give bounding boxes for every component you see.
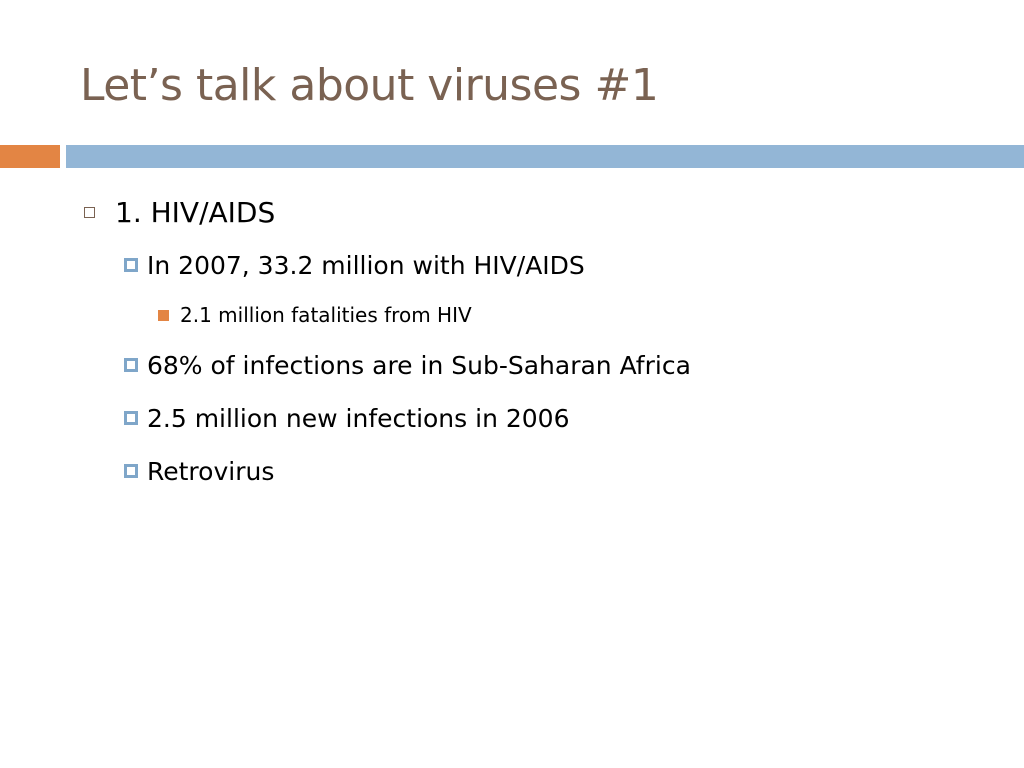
blue-square-bullet-icon bbox=[124, 464, 138, 478]
slide-title: Let’s talk about viruses #1 bbox=[80, 60, 659, 111]
bullet-item-level2: Retrovirus bbox=[124, 456, 274, 486]
accent-bar-orange bbox=[0, 145, 60, 168]
bullet-text: In 2007, 33.2 million with HIV/AIDS bbox=[147, 250, 585, 280]
bullet-item-level2: 68% of infections are in Sub-Saharan Afr… bbox=[124, 350, 691, 380]
bullet-text: Retrovirus bbox=[147, 456, 275, 486]
blue-square-bullet-icon bbox=[124, 258, 138, 272]
accent-bar-blue bbox=[66, 145, 1024, 168]
bullet-text: 2.1 million fatalities from HIV bbox=[180, 303, 472, 327]
bullet-item-level1: 1. HIV/AIDS bbox=[84, 194, 275, 230]
hollow-square-icon bbox=[84, 206, 95, 218]
orange-square-bullet-icon bbox=[158, 309, 169, 321]
bullet-text: 1. HIV/AIDS bbox=[115, 195, 276, 229]
bullet-item-level3: 2.1 million fatalities from HIV bbox=[158, 302, 472, 328]
bullet-text: 2.5 million new infections in 2006 bbox=[147, 403, 570, 433]
bullet-item-level2: 2.5 million new infections in 2006 bbox=[124, 403, 570, 433]
bullet-item-level2: In 2007, 33.2 million with HIV/AIDS bbox=[124, 250, 585, 280]
blue-square-bullet-icon bbox=[124, 358, 138, 372]
blue-square-bullet-icon bbox=[124, 411, 138, 425]
bullet-text: 68% of infections are in Sub-Saharan Afr… bbox=[147, 350, 691, 380]
